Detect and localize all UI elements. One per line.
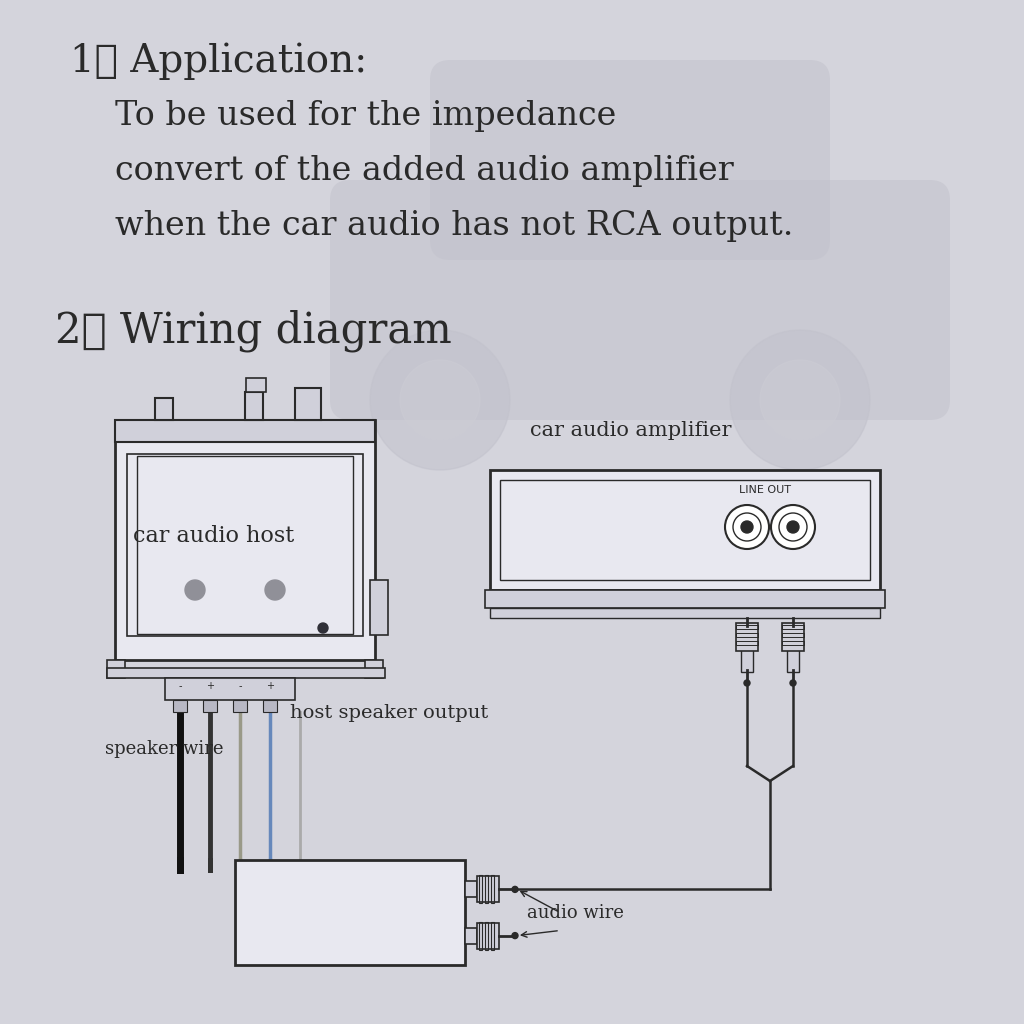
Bar <box>137 456 353 634</box>
Circle shape <box>741 521 753 534</box>
Circle shape <box>512 933 518 939</box>
Circle shape <box>744 680 750 686</box>
Circle shape <box>790 680 796 686</box>
Circle shape <box>400 360 480 440</box>
Bar <box>782 623 804 651</box>
Bar <box>485 876 488 903</box>
Bar <box>106 668 385 678</box>
Bar <box>479 922 482 949</box>
Text: car audio amplifier: car audio amplifier <box>530 421 731 440</box>
Bar <box>736 623 758 651</box>
Bar <box>736 625 758 629</box>
Bar <box>203 700 217 712</box>
Text: when the car audio has not RCA output.: when the car audio has not RCA output. <box>115 210 794 242</box>
Bar <box>782 633 804 637</box>
Bar <box>500 480 870 580</box>
Bar <box>490 922 494 949</box>
Text: -: - <box>239 681 242 691</box>
Bar <box>106 660 125 678</box>
Text: +: + <box>206 681 214 691</box>
Bar <box>245 392 263 420</box>
Bar <box>477 877 499 902</box>
Circle shape <box>370 330 510 470</box>
Bar <box>263 700 278 712</box>
Bar <box>233 700 247 712</box>
Bar <box>741 648 753 672</box>
Bar <box>234 860 465 965</box>
Bar <box>477 923 499 948</box>
Bar <box>295 388 321 420</box>
Text: 2、 Wiring diagram: 2、 Wiring diagram <box>55 310 452 352</box>
Text: LINE OUT: LINE OUT <box>739 485 791 495</box>
Bar <box>490 608 880 618</box>
Circle shape <box>318 623 328 633</box>
Bar <box>115 420 375 660</box>
Bar <box>736 633 758 637</box>
Circle shape <box>512 887 518 892</box>
Text: 1、 Application:: 1、 Application: <box>70 42 368 80</box>
Bar <box>165 678 295 700</box>
Bar <box>782 625 804 629</box>
Bar <box>485 922 488 949</box>
Bar <box>736 641 758 645</box>
Bar <box>485 590 885 608</box>
Text: -: - <box>178 681 181 691</box>
Bar <box>465 882 477 897</box>
Text: audio wire: audio wire <box>527 904 624 923</box>
Bar <box>490 876 494 903</box>
Text: +: + <box>266 681 274 691</box>
Circle shape <box>185 580 205 600</box>
Bar <box>155 398 173 420</box>
Circle shape <box>725 505 769 549</box>
Text: car audio host: car audio host <box>133 525 294 547</box>
Bar <box>246 378 266 392</box>
Bar <box>173 700 187 712</box>
Bar <box>490 470 880 590</box>
Bar <box>465 928 477 943</box>
Bar <box>365 660 383 678</box>
FancyBboxPatch shape <box>430 60 830 260</box>
Bar <box>127 454 362 636</box>
Text: convert of the added audio amplifier: convert of the added audio amplifier <box>115 155 734 187</box>
Circle shape <box>771 505 815 549</box>
Circle shape <box>760 360 840 440</box>
Bar <box>787 648 799 672</box>
FancyBboxPatch shape <box>330 180 950 420</box>
Circle shape <box>265 580 285 600</box>
Bar <box>782 641 804 645</box>
Bar <box>479 876 482 903</box>
Text: To be used for the impedance: To be used for the impedance <box>115 100 616 132</box>
Bar <box>115 420 375 442</box>
Bar <box>370 580 388 635</box>
Text: speaker wire: speaker wire <box>105 740 223 758</box>
Circle shape <box>787 521 799 534</box>
Circle shape <box>730 330 870 470</box>
Text: host speaker output: host speaker output <box>290 705 488 722</box>
